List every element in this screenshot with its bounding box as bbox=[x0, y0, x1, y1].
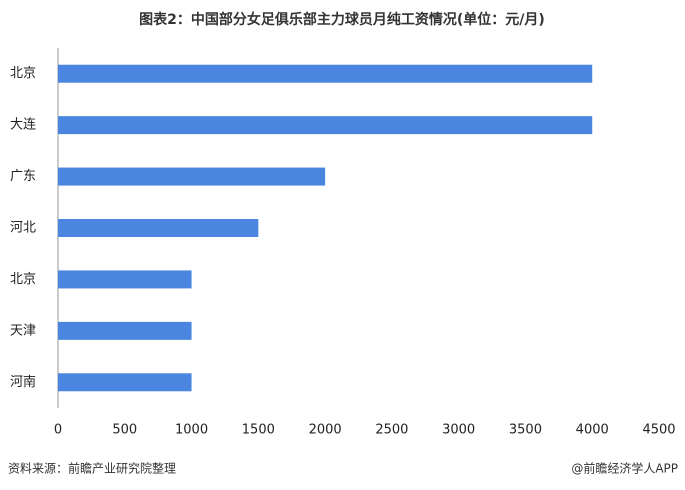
x-tick-label: 500 bbox=[112, 423, 137, 438]
x-tick-label: 0 bbox=[54, 423, 62, 438]
x-tick-label: 2000 bbox=[309, 423, 342, 438]
credit: @前瞻经济学人APP bbox=[571, 461, 678, 476]
x-tick-label: 2500 bbox=[375, 423, 408, 438]
chart-title: 图表2：中国部分女足俱乐部主力球员月纯工资情况(单位：元/月) bbox=[139, 11, 545, 28]
bar bbox=[58, 64, 593, 83]
y-tick-label: 北京 bbox=[10, 272, 36, 287]
y-tick-label: 天津 bbox=[10, 323, 36, 338]
y-tick-label: 北京 bbox=[10, 66, 36, 81]
x-tick-label: 3500 bbox=[509, 423, 542, 438]
bar bbox=[58, 321, 192, 340]
bar bbox=[58, 270, 192, 289]
x-tick-label: 4000 bbox=[576, 423, 609, 438]
x-tick-label: 1500 bbox=[242, 423, 275, 438]
y-tick-label: 大连 bbox=[10, 117, 36, 133]
x-tick-label: 1000 bbox=[175, 423, 208, 438]
y-tick-label: 广东 bbox=[10, 169, 36, 184]
y-tick-label: 河北 bbox=[10, 221, 36, 236]
bar bbox=[58, 373, 192, 392]
x-tick-label: 3000 bbox=[442, 423, 475, 438]
bar bbox=[58, 219, 259, 237]
bar bbox=[58, 167, 326, 186]
x-tick-label: 4500 bbox=[642, 423, 675, 438]
y-tick-label: 河南 bbox=[10, 374, 36, 390]
source-note: 资料来源：前瞻产业研究院整理 bbox=[8, 461, 176, 476]
bar bbox=[58, 116, 593, 135]
